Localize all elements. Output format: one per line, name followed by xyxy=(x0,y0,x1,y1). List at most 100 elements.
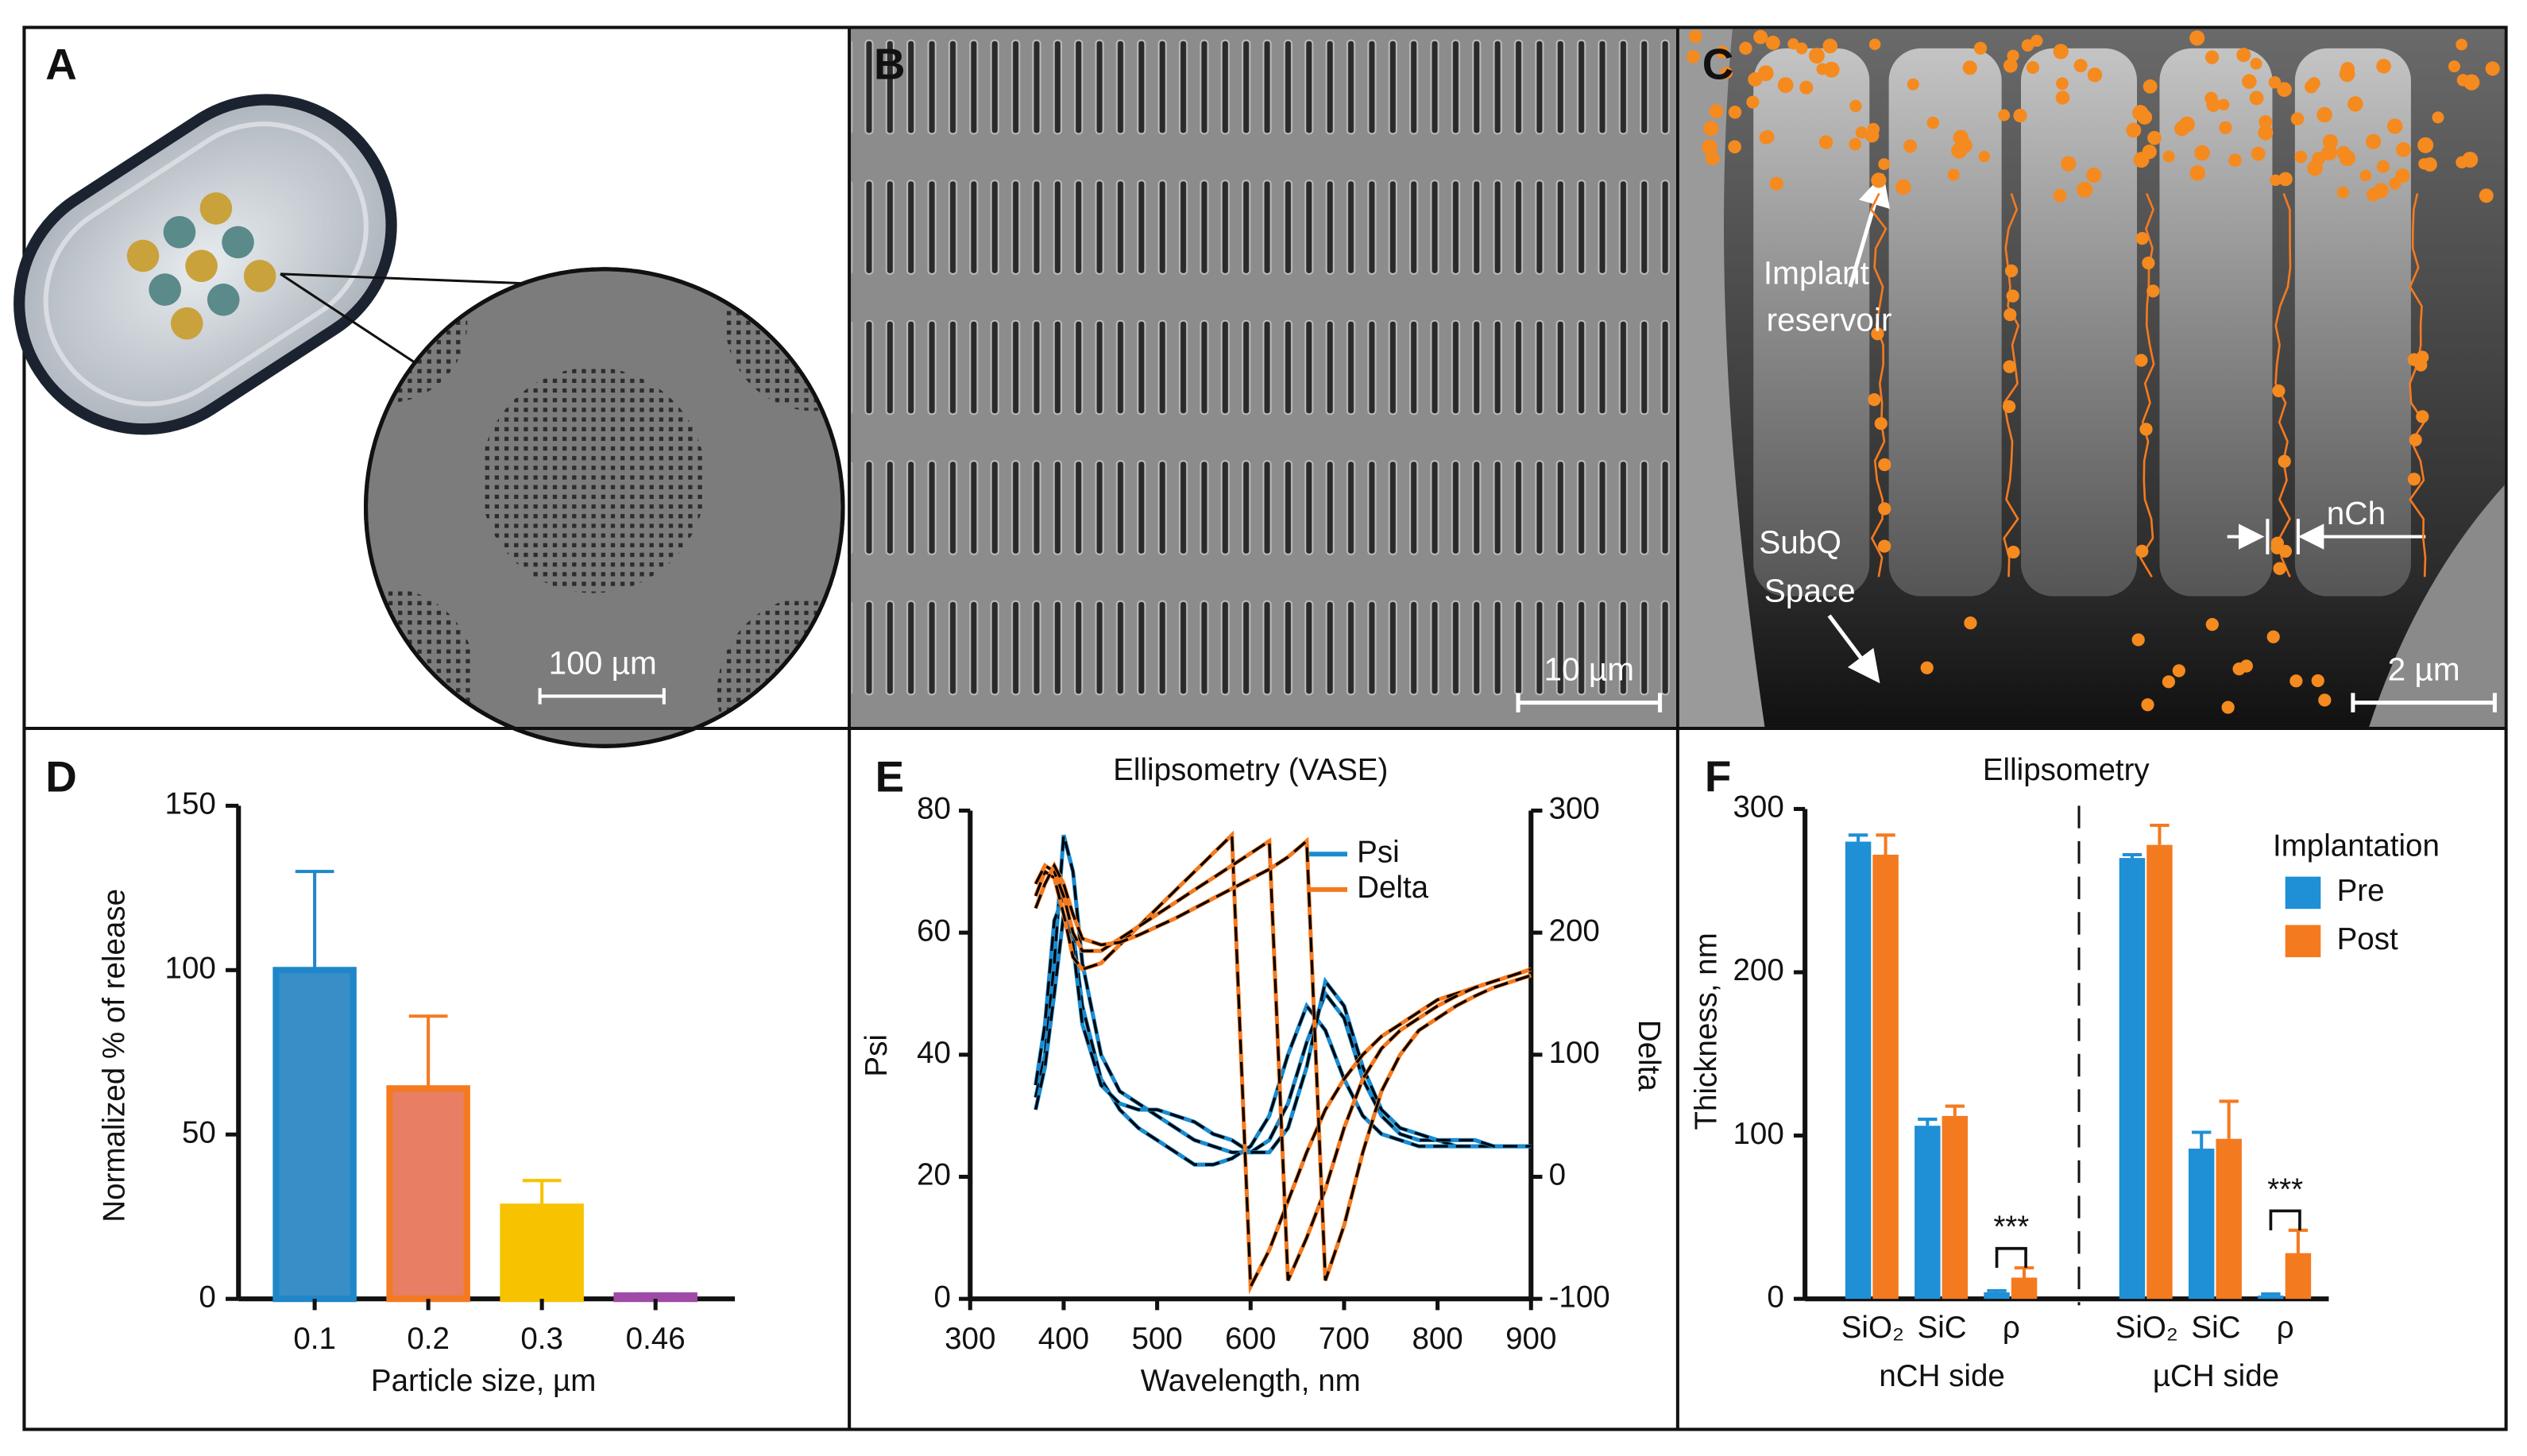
y2-tick-label: 300 xyxy=(1549,792,1600,826)
particle xyxy=(1878,158,1891,171)
particle xyxy=(2053,188,2067,203)
y2-tick-label: 200 xyxy=(1549,913,1600,948)
particle xyxy=(2142,144,2157,160)
particle xyxy=(1716,45,1729,59)
legend-title: Implantation xyxy=(2273,828,2440,863)
particle xyxy=(2311,674,2324,688)
particle xyxy=(2239,659,2253,673)
particle xyxy=(2003,58,2018,73)
particle xyxy=(1849,99,1862,113)
bar xyxy=(1872,855,1899,1300)
particle xyxy=(2258,114,2273,129)
particle xyxy=(2219,121,2232,134)
particle xyxy=(2290,112,2305,126)
particle xyxy=(2189,165,2206,181)
particle xyxy=(2194,145,2210,161)
particle xyxy=(2205,618,2219,631)
particle xyxy=(1998,109,2011,122)
x-tick-label: 500 xyxy=(1131,1322,1182,1356)
error-bar xyxy=(1987,1288,2007,1292)
particle xyxy=(2126,122,2142,138)
particle xyxy=(1878,458,1891,472)
x-tick-label: 0.2 xyxy=(407,1322,450,1356)
particle xyxy=(2007,49,2019,62)
bar xyxy=(1984,1292,2010,1300)
annotation: SubQ xyxy=(1759,523,1841,560)
fit-line xyxy=(1034,834,1532,1154)
particle xyxy=(2463,74,2480,91)
error-bar xyxy=(408,1014,448,1089)
x-tick-label: SiO₂ xyxy=(1841,1311,1904,1345)
particle xyxy=(2087,68,2103,83)
bar xyxy=(2216,1138,2242,1300)
particle xyxy=(2278,172,2293,187)
x-tick-label: 800 xyxy=(1412,1322,1462,1356)
error-bar xyxy=(522,1179,562,1207)
particle xyxy=(2258,125,2274,141)
significance: *** xyxy=(2267,1172,2303,1207)
particle xyxy=(1816,63,1829,75)
y-tick-label: 0 xyxy=(199,1280,215,1314)
bar xyxy=(386,1085,470,1303)
particle xyxy=(2448,60,2460,73)
x-tick-label: ρ xyxy=(2003,1311,2020,1345)
particle xyxy=(1878,539,1891,553)
particle xyxy=(2407,473,2421,486)
particle xyxy=(1895,179,1911,195)
fit-line xyxy=(1034,838,1532,1281)
particle xyxy=(2407,353,2421,366)
annotation: reservoir xyxy=(1767,301,1892,338)
particle xyxy=(2359,169,2372,182)
x-axis-label: Wavelength, nm xyxy=(1141,1364,1361,1398)
particle xyxy=(1868,393,1881,407)
particle xyxy=(1799,80,1814,95)
x-axis-label: Particle size, µm xyxy=(371,1364,596,1398)
particle xyxy=(1864,128,1880,143)
scale-bar-label: 10 µm xyxy=(1544,651,1635,688)
y-tick-label: 100 xyxy=(165,951,216,985)
particle xyxy=(1951,142,1968,159)
particle xyxy=(1871,327,1884,341)
y-axis-label: Psi xyxy=(860,1034,894,1077)
particle xyxy=(1953,129,1969,146)
error-bar xyxy=(2150,823,2170,845)
x-tick-label: SiC xyxy=(1918,1311,1967,1345)
particle xyxy=(2006,289,2019,303)
particle xyxy=(2416,410,2429,423)
particle xyxy=(1689,29,1702,44)
particle xyxy=(2277,82,2292,97)
chart-title: Ellipsometry xyxy=(1983,753,2150,787)
bar xyxy=(2258,1296,2284,1300)
diffusion-trace xyxy=(2409,193,2427,577)
chart-title: Ellipsometry (VASE) xyxy=(1113,753,1388,787)
annotation: Implant xyxy=(1764,255,1869,292)
particle xyxy=(2418,158,2430,170)
particle xyxy=(2204,91,2218,105)
legend-label: Pre xyxy=(2337,874,2385,908)
particle xyxy=(2003,360,2016,373)
particle xyxy=(2135,353,2148,367)
particle xyxy=(1720,67,1733,79)
y2-tick-label: -100 xyxy=(1549,1280,1610,1314)
scale-bar-label: 2 µm xyxy=(2388,651,2460,688)
particle xyxy=(2143,79,2158,94)
x-tick-label: SiO₂ xyxy=(2115,1311,2178,1345)
y-tick-label: 0 xyxy=(1767,1280,1783,1314)
device xyxy=(14,94,397,435)
legend-label: Delta xyxy=(1357,871,1429,905)
particle xyxy=(1702,139,1718,156)
diffusion-trace xyxy=(2003,193,2020,577)
particle xyxy=(2432,111,2444,124)
x-tick-label: SiC xyxy=(2191,1311,2240,1345)
particle xyxy=(2003,307,2017,322)
bar xyxy=(2119,858,2146,1300)
legend-label: Psi xyxy=(1357,835,1400,869)
particle xyxy=(2086,167,2102,183)
particle xyxy=(2294,150,2308,164)
error-bar xyxy=(636,1292,675,1296)
bar xyxy=(613,1292,697,1303)
particle xyxy=(2278,544,2293,558)
particle xyxy=(1746,95,1760,109)
